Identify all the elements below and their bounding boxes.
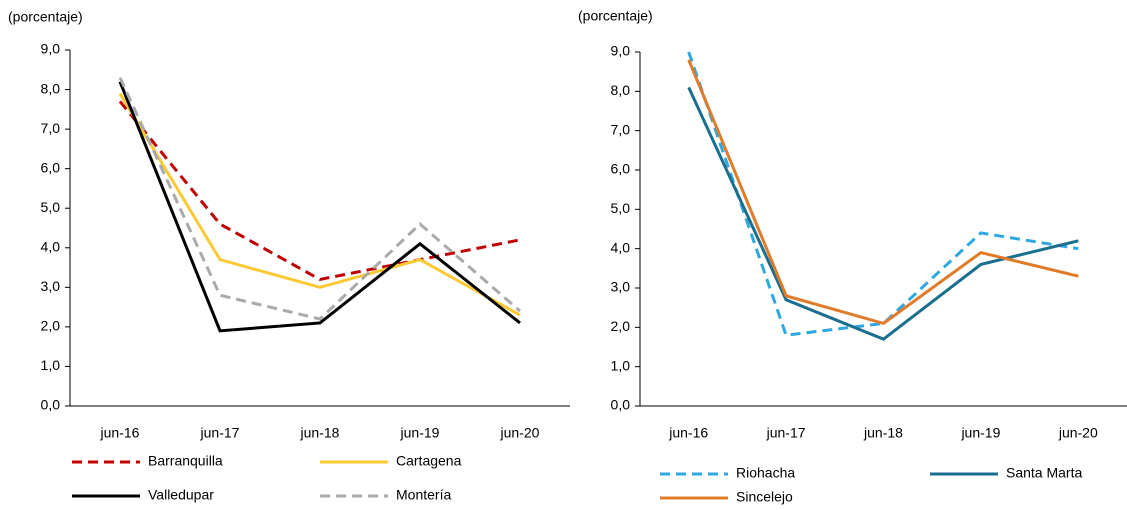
- y-axis-label: (porcentaje): [8, 9, 83, 25]
- y-axis-label: (porcentaje): [578, 8, 653, 24]
- y-tick-label: 6,0: [611, 161, 631, 177]
- y-tick-label: 2,0: [41, 318, 61, 334]
- x-tick-label: jun-19: [960, 425, 1000, 441]
- y-tick-label: 2,0: [611, 318, 631, 334]
- series-line: [118, 92, 521, 317]
- legend-label: Barranquilla: [148, 453, 223, 469]
- legend-label: Valledupar: [148, 487, 214, 503]
- legend-label: Santa Marta: [1006, 465, 1082, 481]
- y-tick-label: 5,0: [611, 200, 631, 216]
- x-tick-label: jun-19: [400, 425, 440, 441]
- y-tick-label: 7,0: [611, 121, 631, 137]
- x-tick-label: jun-20: [500, 425, 540, 441]
- series-line: [687, 86, 1079, 341]
- x-tick-label: jun-16: [100, 425, 140, 441]
- legend-label: Sincelejo: [736, 489, 793, 505]
- legend-label: Montería: [396, 487, 451, 503]
- legend-label: Cartagena: [396, 453, 462, 469]
- y-tick-label: 7,0: [41, 120, 61, 136]
- series-line: [118, 81, 521, 333]
- x-tick-label: jun-16: [668, 425, 708, 441]
- series-line: [687, 59, 1079, 326]
- x-tick-label: jun-18: [300, 425, 340, 441]
- series-line: [687, 51, 1079, 337]
- y-tick-label: 3,0: [41, 278, 61, 294]
- y-tick-label: 3,0: [611, 279, 631, 295]
- x-tick-label: jun-17: [200, 425, 240, 441]
- legend-label: Riohacha: [736, 465, 795, 481]
- y-tick-label: 0,0: [41, 397, 61, 413]
- x-tick-label: jun-20: [1058, 425, 1098, 441]
- y-tick-label: 8,0: [611, 82, 631, 98]
- y-tick-label: 9,0: [41, 41, 61, 57]
- y-tick-label: 0,0: [611, 397, 631, 413]
- y-tick-label: 8,0: [41, 80, 61, 96]
- x-tick-label: jun-17: [766, 425, 806, 441]
- series-line: [118, 77, 521, 321]
- series-line: [118, 100, 521, 282]
- y-tick-label: 5,0: [41, 199, 61, 215]
- x-tick-label: jun-18: [863, 425, 903, 441]
- y-tick-label: 4,0: [611, 239, 631, 255]
- y-tick-label: 1,0: [41, 357, 61, 373]
- y-tick-label: 4,0: [41, 238, 61, 254]
- y-tick-label: 9,0: [611, 43, 631, 59]
- y-tick-label: 6,0: [41, 159, 61, 175]
- y-tick-label: 1,0: [611, 357, 631, 373]
